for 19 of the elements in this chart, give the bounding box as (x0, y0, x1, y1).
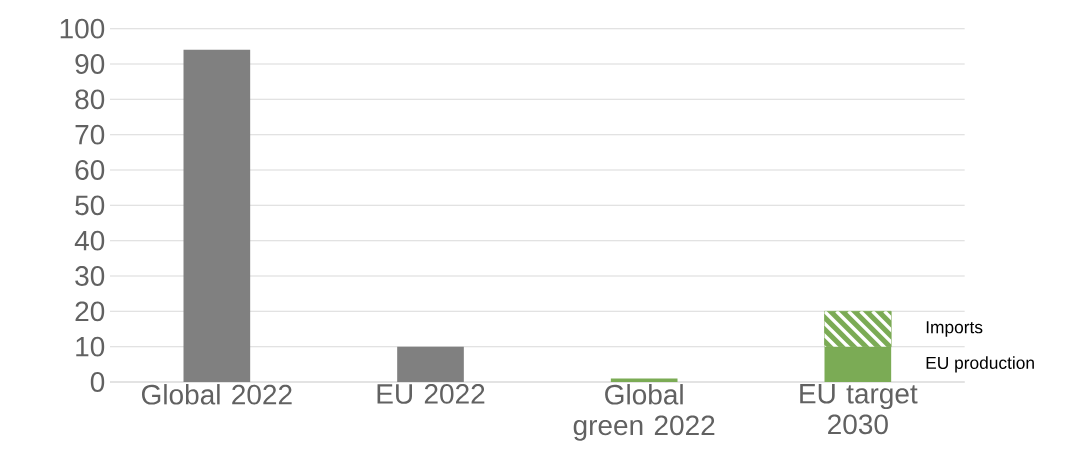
y-tick-label: 100 (60, 18, 105, 39)
y-tick-label: 0 (90, 372, 105, 392)
y-tick-label: 70 (75, 124, 105, 145)
text: Imports (926, 321, 983, 337)
y-tick-label: 40 (74, 230, 105, 251)
y-tick-label: 60 (75, 160, 105, 180)
y-tick-label: 20 (75, 301, 105, 322)
y-tick-label: 10 (76, 336, 105, 357)
x-tick-label: EU 2022 (377, 384, 485, 404)
bar (397, 346, 464, 382)
y-tick-label: 30 (75, 266, 105, 286)
text: EU production (926, 356, 1034, 373)
x-tick-label: Global 2022 (141, 384, 292, 405)
bar (183, 49, 251, 382)
y-tick-label: 90 (75, 54, 105, 74)
y-tick-label: 80 (75, 89, 105, 110)
x-tick-label: Global green 2022 (573, 384, 715, 441)
y-tick-label: 50 (75, 195, 105, 216)
x-tick-label: EU target 2030 (800, 384, 918, 435)
